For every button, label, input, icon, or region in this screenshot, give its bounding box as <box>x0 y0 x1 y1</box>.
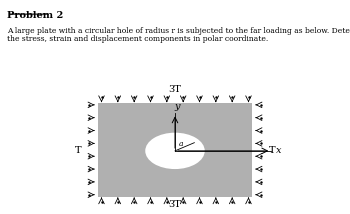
Text: a: a <box>179 140 184 148</box>
Text: T: T <box>75 146 81 155</box>
Text: A large plate with a circular hole of radius r is subjected to the far loading a: A large plate with a circular hole of ra… <box>7 27 350 35</box>
Text: x: x <box>276 146 281 155</box>
Text: T: T <box>269 146 275 155</box>
Text: Problem 2: Problem 2 <box>7 11 63 20</box>
Text: 3T: 3T <box>169 200 181 209</box>
Text: y: y <box>174 102 180 111</box>
Circle shape <box>145 133 205 169</box>
Text: the stress, strain and displacement components in polar coordinate.: the stress, strain and displacement comp… <box>7 35 268 43</box>
Bar <box>98 103 252 197</box>
Text: 3T: 3T <box>169 85 181 94</box>
